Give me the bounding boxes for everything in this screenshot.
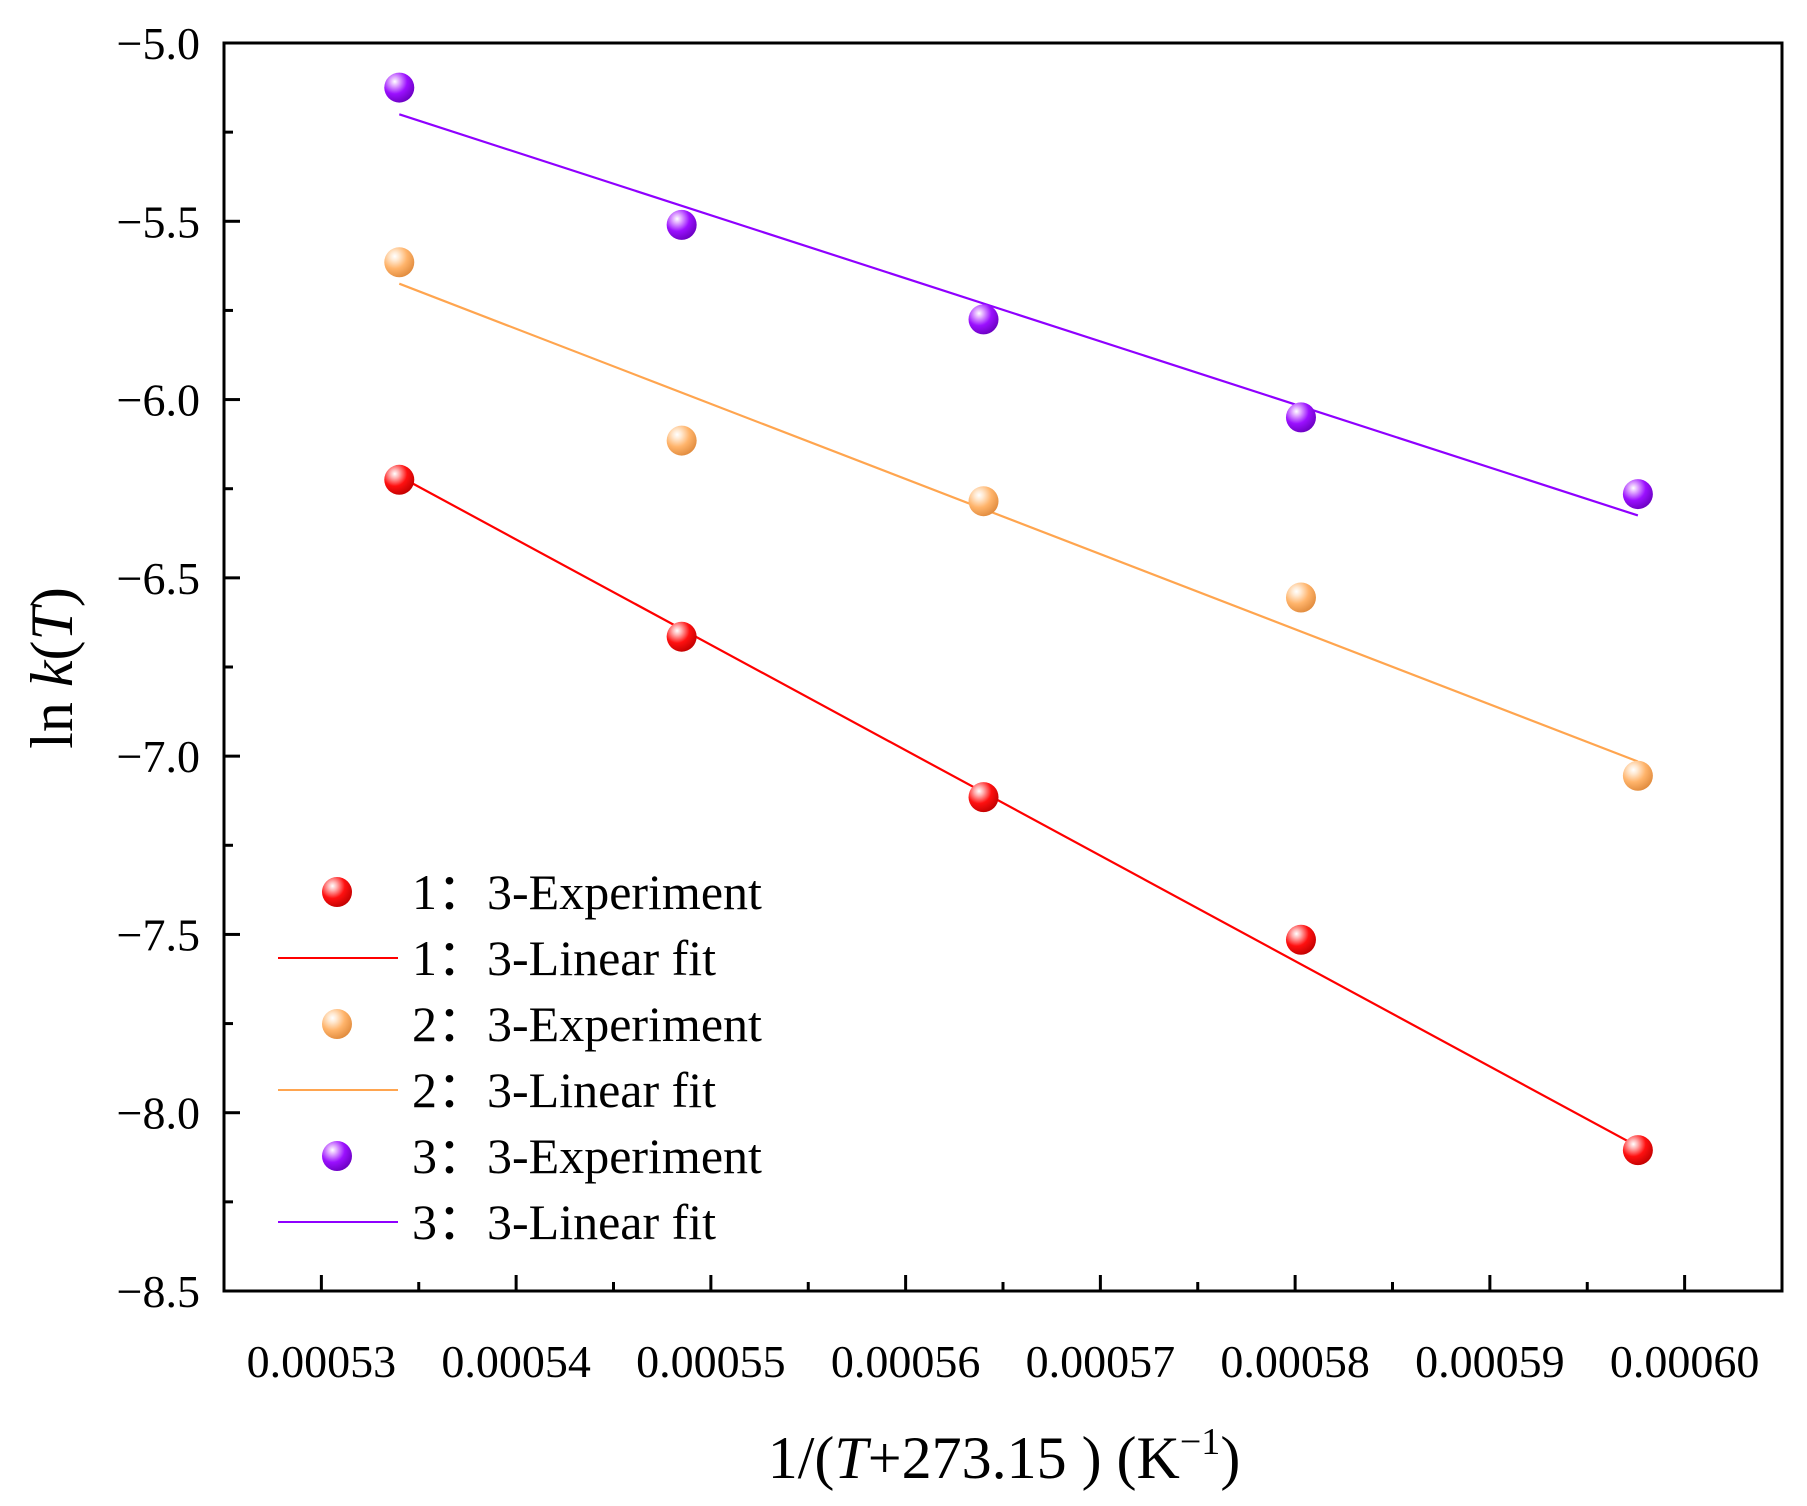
data-point-series-1: [1622, 1135, 1653, 1166]
experiment-points: [384, 72, 1653, 1166]
y-axis-title-prefix: ln: [19, 687, 85, 749]
y-tick-label: −8.5: [117, 1266, 200, 1317]
y-tick-label: −8.0: [117, 1088, 200, 1139]
fit-line-series-1: [398, 475, 1639, 1148]
x-axis-title-suffix: +273.15 ) (K: [868, 1425, 1180, 1491]
y-axis-title-var2: T: [19, 604, 85, 641]
y-tick-label: −5.0: [117, 18, 200, 69]
legend-marker-series-1-experiment: [322, 877, 352, 907]
y-tick-label: −7.5: [117, 909, 200, 960]
legend-label-series-1-experiment: 1：3-Experiment: [412, 864, 762, 920]
y-axis-title-var: k: [19, 659, 85, 687]
data-point-series-2: [1285, 582, 1316, 613]
data-point-series-2: [384, 247, 415, 278]
legend-marker-series-2-experiment: [322, 1009, 352, 1039]
y-tick-label: −6.5: [117, 553, 200, 604]
data-point-series-3: [968, 304, 999, 335]
x-tick-label: 0.00055: [636, 1336, 786, 1387]
data-point-series-3: [1622, 479, 1653, 510]
fit-line-series-2: [398, 282, 1639, 763]
x-axis-title-prefix: 1/(: [768, 1425, 835, 1491]
y-axis-tick-labels: −5.0 −5.5 −6.0 −6.5 −7.0 −7.5 −8.0 −8.5: [117, 18, 200, 1317]
y-tick-label: −5.5: [117, 196, 200, 247]
data-point-series-2: [666, 425, 697, 456]
x-axis-title-sup: −1: [1180, 1421, 1220, 1463]
x-tick-label: 0.00057: [1026, 1336, 1176, 1387]
y-axis-title-open: (: [19, 641, 85, 661]
x-tick-label: 0.00059: [1415, 1336, 1565, 1387]
x-axis-tick-labels: 0.00053 0.00054 0.00055 0.00056 0.00057 0.000…: [247, 1336, 1760, 1387]
y-axis-title-close: ): [19, 587, 85, 607]
fit-lines: [398, 113, 1639, 1148]
data-point-series-2: [1622, 760, 1653, 791]
data-point-series-2: [968, 486, 999, 517]
y-tick-label: −6.0: [117, 375, 200, 426]
x-tick-label: 0.00060: [1610, 1336, 1760, 1387]
data-point-series-1: [1285, 924, 1316, 955]
y-axis-title: ln k(T): [19, 587, 85, 749]
y-tick-label: −7.0: [117, 731, 200, 782]
x-tick-label: 0.00054: [441, 1336, 591, 1387]
legend-label-series-2-experiment: 2：3-Experiment: [412, 996, 762, 1052]
x-axis-title-close: ): [1220, 1425, 1240, 1491]
data-point-series-1: [968, 782, 999, 813]
data-point-series-3: [384, 72, 415, 103]
x-axis-title: 1/(T+273.15 ) (K−1): [768, 1421, 1241, 1491]
x-axis-ticks: [319, 1275, 1687, 1291]
legend-label-series-2-fit: 2：3-Linear fit: [412, 1062, 716, 1118]
y-axis-ticks: [224, 41, 240, 1293]
x-tick-label: 0.00053: [247, 1336, 397, 1387]
data-point-series-3: [1285, 402, 1316, 433]
x-tick-label: 0.00058: [1220, 1336, 1370, 1387]
data-point-series-3: [666, 209, 697, 240]
fit-line-series-3: [398, 113, 1639, 517]
x-axis-title-var: T: [834, 1425, 871, 1491]
data-point-series-1: [666, 621, 697, 652]
legend-label-series-3-experiment: 3：3-Experiment: [412, 1128, 762, 1184]
data-point-series-1: [384, 464, 415, 495]
legend: 1：3-Experiment 1：3-Linear fit 2：3-Experi…: [278, 864, 762, 1250]
legend-label-series-1-fit: 1：3-Linear fit: [412, 930, 716, 986]
legend-label-series-3-fit: 3：3-Linear fit: [412, 1194, 716, 1250]
x-tick-label: 0.00056: [831, 1336, 981, 1387]
legend-marker-series-3-experiment: [322, 1141, 352, 1171]
